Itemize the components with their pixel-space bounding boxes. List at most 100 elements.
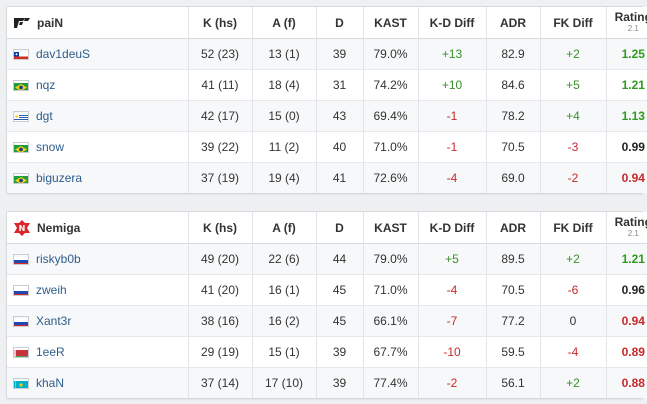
col-kast[interactable]: KAST [362,7,418,39]
table-row: zweih 41 (20) 16 (1) 45 71.0% -4 70.5 -6 0.96 [7,274,647,306]
rating-version: 2.1 [627,23,639,33]
rating-cell: 0.94 [605,305,647,337]
player-cell: dgt [7,100,188,132]
kd-diff-cell: -4 [417,274,486,306]
rating-cell: 0.89 [605,336,647,368]
kast-cell: 67.7% [362,336,418,368]
kd-diff-cell: -7 [417,305,486,337]
player-cell: snow [7,131,188,163]
team-name[interactable]: Nemiga [37,220,81,235]
svg-text:N: N [19,224,26,233]
fk-diff-cell: -6 [539,274,606,306]
player-cell: 1eeR [7,336,188,368]
team-header[interactable]: N Nemiga [7,212,188,244]
team-header[interactable]: paiN [7,7,188,39]
kast-cell: 77.4% [362,367,418,398]
adr-cell: 70.5 [485,131,540,163]
table-row: nqz 41 (11) 18 (4) 31 74.2% +10 84.6 +5 1.21 [7,69,647,101]
pain-logo-icon [13,16,31,30]
player-cell: nqz [7,69,188,101]
player-name-link[interactable]: snow [36,140,65,154]
assists-cell: 19 (4) [251,162,316,193]
player-name-link[interactable]: biguzera [36,171,83,185]
deaths-cell: 40 [315,131,363,163]
player-name-link[interactable]: Xant3r [36,314,72,328]
kd-diff-cell: -1 [417,131,486,163]
col-rating[interactable]: Rating 2.1 [605,7,647,39]
rating-label: Rating [614,9,647,24]
deaths-cell: 41 [315,162,363,193]
player-cell: biguzera [7,162,188,193]
table-row: biguzera 37 (19) 19 (4) 41 72.6% -4 69.0 -2 0.94 [7,162,647,193]
col-adr[interactable]: ADR [485,7,540,39]
player-name-link[interactable]: khaN [36,376,65,390]
player-name-link[interactable]: zweih [36,283,67,297]
table-row: Xant3r 38 (16) 16 (2) 45 66.1% -7 77.2 0 0.94 [7,305,647,337]
russia-flag-icon [13,315,29,327]
kast-cell: 71.0% [362,274,418,306]
deaths-cell: 39 [315,336,363,368]
player-cell: dav1deuS [7,38,188,70]
deaths-cell: 45 [315,274,363,306]
col-fk-diff[interactable]: FK Diff [539,7,606,39]
col-fk-diff[interactable]: FK Diff [539,212,606,244]
deaths-cell: 45 [315,305,363,337]
col-deaths[interactable]: D [315,212,363,244]
player-name-link[interactable]: nqz [36,78,56,92]
col-kills[interactable]: K (hs) [187,7,252,39]
kills-cell: 39 (22) [187,131,252,163]
player-rows: riskyb0b 49 (20) 22 (6) 44 79.0% +5 89.5 +2 1.21… [7,243,647,398]
col-rating[interactable]: Rating 2.1 [605,212,647,244]
fk-diff-cell: +2 [539,38,606,70]
deaths-cell: 31 [315,69,363,101]
fk-diff-cell: +4 [539,100,606,132]
assists-cell: 16 (1) [251,274,316,306]
fk-diff-cell: +2 [539,367,606,398]
col-assists[interactable]: A (f) [251,7,316,39]
col-kills[interactable]: K (hs) [187,212,252,244]
team-stats-table-pain: paiN K (hs) A (f) D KAST K-D Diff ADR FK… [6,6,647,194]
adr-cell: 77.2 [485,305,540,337]
kills-cell: 37 (19) [187,162,252,193]
kd-diff-cell: +10 [417,69,486,101]
fk-diff-cell: -2 [539,162,606,193]
stats-table: paiN K (hs) A (f) D KAST K-D Diff ADR FK… [7,7,647,193]
chile-flag-icon [13,48,29,60]
table-row: riskyb0b 49 (20) 22 (6) 44 79.0% +5 89.5 +2 1.21 [7,243,647,275]
col-adr[interactable]: ADR [485,212,540,244]
col-kd-diff[interactable]: K-D Diff [417,7,486,39]
kast-cell: 74.2% [362,69,418,101]
adr-cell: 78.2 [485,100,540,132]
player-name-link[interactable]: 1eeR [36,345,65,359]
kd-diff-cell: -2 [417,367,486,398]
table-row: dav1deuS 52 (23) 13 (1) 39 79.0% +13 82.9 +2 1.2… [7,38,647,70]
col-deaths[interactable]: D [315,7,363,39]
fk-diff-cell: -3 [539,131,606,163]
col-kd-diff[interactable]: K-D Diff [417,212,486,244]
uruguay-flag-icon [13,110,29,122]
kills-cell: 42 (17) [187,100,252,132]
rating-cell: 0.94 [605,162,647,193]
col-kast[interactable]: KAST [362,212,418,244]
player-name-link[interactable]: riskyb0b [36,252,81,266]
rating-version: 2.1 [627,228,639,238]
col-assists[interactable]: A (f) [251,212,316,244]
rating-cell: 0.96 [605,274,647,306]
kd-diff-cell: +5 [417,243,486,275]
fk-diff-cell: +2 [539,243,606,275]
rating-cell: 1.13 [605,100,647,132]
rating-cell: 1.25 [605,38,647,70]
player-name-link[interactable]: dav1deuS [36,47,91,61]
rating-label: Rating [614,214,647,229]
deaths-cell: 43 [315,100,363,132]
rating-cell: 1.21 [605,243,647,275]
team-name[interactable]: paiN [37,15,64,30]
kills-cell: 52 (23) [187,38,252,70]
assists-cell: 15 (0) [251,100,316,132]
player-cell: zweih [7,274,188,306]
kills-cell: 49 (20) [187,243,252,275]
player-name-link[interactable]: dgt [36,109,53,123]
fk-diff-cell: +5 [539,69,606,101]
assists-cell: 15 (1) [251,336,316,368]
team-stats-table-nemiga: N Nemiga K (hs) A (f) D KAST K-D Diff AD… [6,211,647,399]
